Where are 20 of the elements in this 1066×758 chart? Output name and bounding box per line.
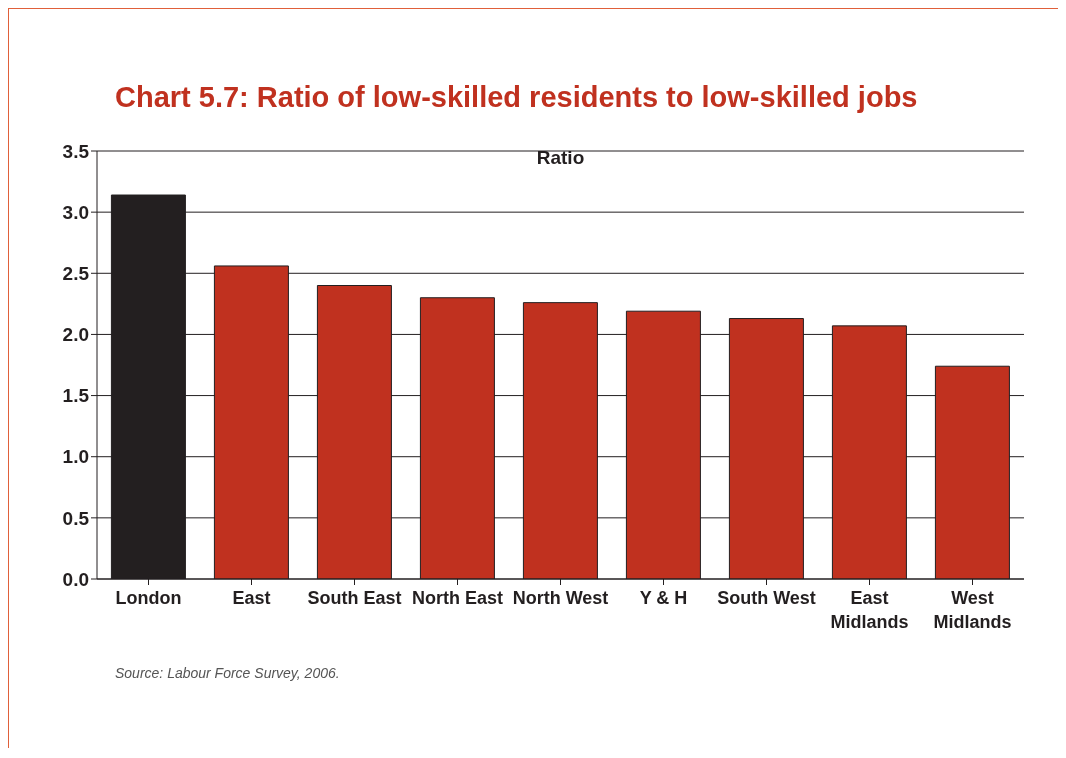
x-tick-label: West Midlands [933, 587, 1012, 632]
chart-title: Chart 5.7: Ratio of low-skilled residents to low-skilled jobs [115, 81, 918, 114]
y-tick-label: 3.0 [62, 201, 89, 223]
x-tick-label: South West [717, 587, 816, 608]
y-tick-label: 0.0 [62, 568, 89, 590]
x-tick-label: East [232, 587, 271, 608]
y-tick-label: 3.5 [62, 140, 90, 162]
x-tick-label: London [115, 587, 182, 608]
x-tick-label: South East [307, 587, 402, 608]
y-tick-label: 1.0 [62, 446, 89, 468]
x-tick-label: North West [512, 587, 609, 608]
y-tick-label: 0.5 [62, 507, 90, 529]
source-note: Source: Labour Force Survey, 2006. [115, 665, 340, 681]
y-tick-label: 1.5 [62, 385, 90, 407]
x-tick-label: North East [411, 587, 504, 608]
x-tick-label: Y & H [639, 587, 688, 608]
x-tick-label: East Midlands [830, 587, 909, 632]
y-tick-label: 2.5 [62, 263, 90, 285]
text: Ratio [536, 147, 585, 168]
y-tick-label: 2.0 [62, 324, 89, 346]
